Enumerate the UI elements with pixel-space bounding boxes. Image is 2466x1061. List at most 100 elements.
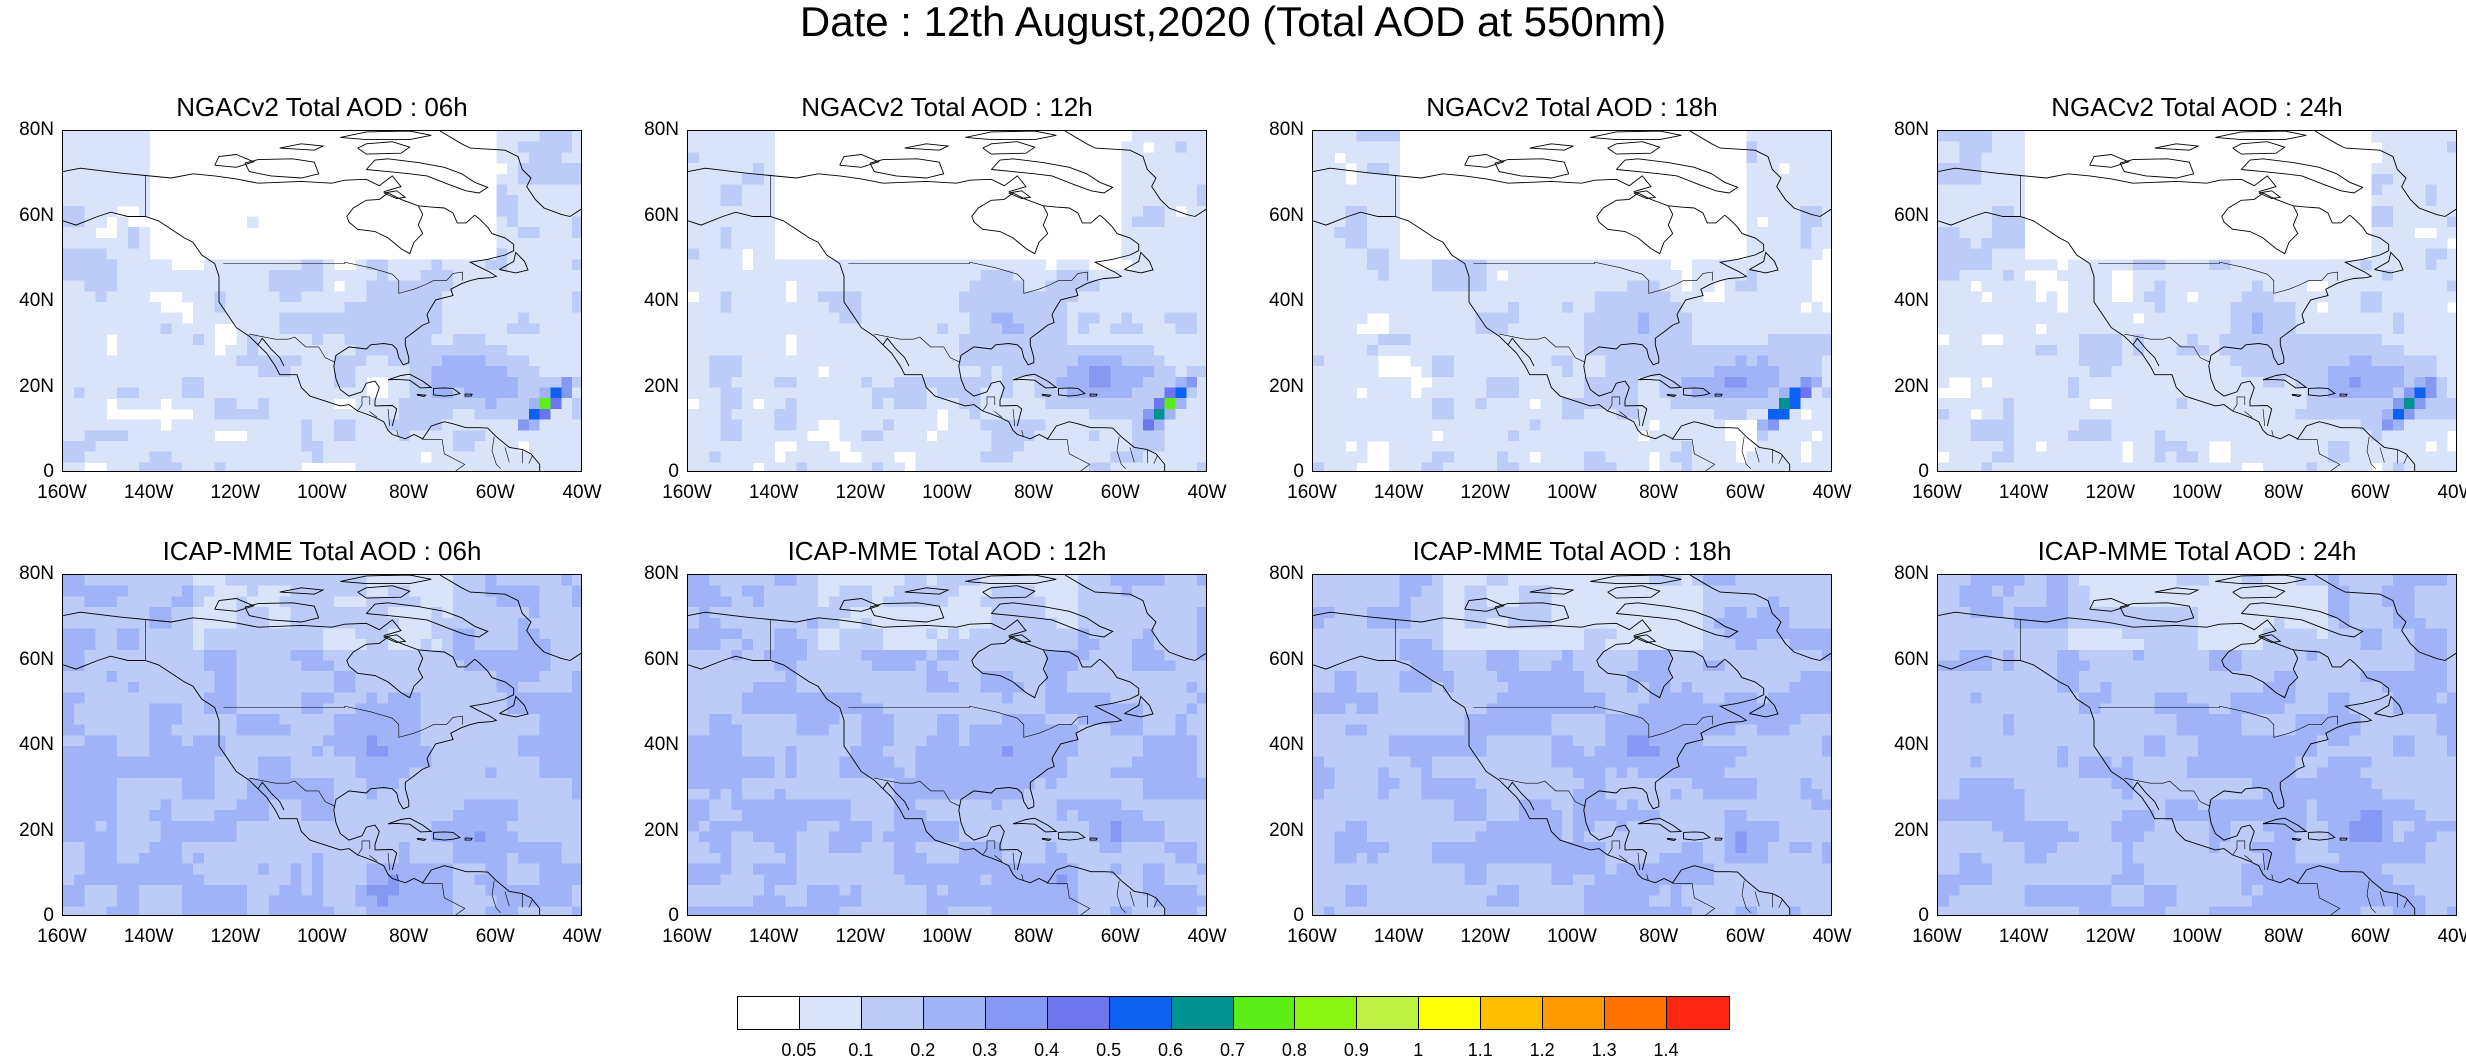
- longitude-tick-label: 40W: [1792, 926, 1872, 948]
- coastline: [2120, 159, 2194, 178]
- longitude-tick-label: 80W: [1619, 482, 1699, 504]
- colorbar-tick-label: 0.1: [831, 1040, 891, 1061]
- map-frame: [687, 130, 1207, 472]
- latitude-tick-label: 20N: [0, 376, 54, 398]
- longitude-tick-label: 60W: [455, 482, 535, 504]
- aod-field-map: [1938, 131, 2457, 472]
- latitude-tick-label: 60N: [619, 649, 679, 671]
- latitude-tick-label: 80N: [1869, 119, 1929, 141]
- map-frame: [1937, 130, 2457, 472]
- aod-field-map: [1313, 575, 1832, 916]
- latitude-tick-label: 40N: [1869, 290, 1929, 312]
- longitude-tick-label: 100W: [1532, 926, 1612, 948]
- longitude-tick-label: 60W: [1705, 482, 1785, 504]
- coastline: [840, 155, 879, 168]
- longitude-tick-label: 80W: [994, 482, 1074, 504]
- coastline: [870, 159, 944, 178]
- longitude-tick-label: 80W: [369, 482, 449, 504]
- aod-grid: [688, 131, 1207, 472]
- longitude-tick-label: 140W: [1359, 482, 1439, 504]
- longitude-tick-label: 160W: [647, 482, 727, 504]
- coastline: [2293, 206, 2349, 223]
- latitude-tick-label: 0: [1244, 461, 1304, 483]
- coastline: [905, 144, 948, 150]
- latitude-tick-label: 20N: [1244, 376, 1304, 398]
- longitude-tick-label: 120W: [195, 926, 275, 948]
- coastline: [1608, 142, 1660, 154]
- coastline: [2259, 191, 2281, 199]
- latitude-tick-label: 20N: [1244, 820, 1304, 842]
- longitude-tick-label: 140W: [1984, 926, 2064, 948]
- longitude-tick-label: 100W: [1532, 482, 1612, 504]
- aod-grid: [63, 575, 582, 916]
- coastline: [1043, 206, 1099, 223]
- aod-grid: [63, 131, 582, 472]
- latitude-tick-label: 0: [0, 905, 54, 927]
- colorbar-swatch: [861, 996, 924, 1030]
- coastline: [983, 142, 1035, 154]
- colorbar-swatch: [1356, 996, 1419, 1030]
- coastline: [245, 159, 319, 178]
- aod-grid: [1938, 575, 2457, 916]
- longitude-tick-label: 120W: [1445, 482, 1525, 504]
- coastline: [2215, 131, 2306, 140]
- map-frame: [1312, 574, 1832, 916]
- colorbar-swatch: [985, 996, 1048, 1030]
- longitude-tick-label: 160W: [1272, 926, 1352, 948]
- colorbar-tick-label: 0.6: [1141, 1040, 1201, 1061]
- latitude-tick-label: 40N: [1244, 290, 1304, 312]
- longitude-tick-label: 100W: [907, 926, 987, 948]
- colorbar-swatch: [1418, 996, 1481, 1030]
- coastline: [1590, 131, 1681, 140]
- panel-title: ICAP-MME Total AOD : 24h: [1937, 536, 2457, 566]
- panel-title: ICAP-MME Total AOD : 18h: [1312, 536, 1832, 566]
- colorbar-swatch: [1047, 996, 1110, 1030]
- coastline: [2222, 193, 2298, 254]
- longitude-tick-label: 160W: [1272, 482, 1352, 504]
- aod-grid: [1938, 131, 2457, 472]
- longitude-tick-label: 60W: [1705, 926, 1785, 948]
- latitude-tick-label: 60N: [0, 649, 54, 671]
- colorbar-swatch: [1666, 996, 1729, 1030]
- latitude-tick-label: 40N: [0, 734, 54, 756]
- coastline: [418, 206, 474, 223]
- colorbar-tick-label: 0.7: [1203, 1040, 1263, 1061]
- longitude-tick-label: 160W: [1897, 926, 1977, 948]
- coastline: [1530, 144, 1573, 150]
- longitude-tick-label: 80W: [2244, 926, 2324, 948]
- aod-field-map: [1938, 575, 2457, 916]
- latitude-tick-label: 60N: [0, 205, 54, 227]
- coastline: [1597, 193, 1673, 254]
- longitude-tick-label: 140W: [734, 482, 814, 504]
- map-frame: [62, 130, 582, 472]
- latitude-tick-label: 40N: [1244, 734, 1304, 756]
- coastline: [215, 155, 254, 168]
- longitude-tick-label: 160W: [1897, 482, 1977, 504]
- latitude-tick-label: 80N: [1869, 563, 1929, 585]
- longitude-tick-label: 60W: [455, 926, 535, 948]
- panel-title: NGACv2 Total AOD : 18h: [1312, 92, 1832, 122]
- latitude-tick-label: 40N: [619, 290, 679, 312]
- longitude-tick-label: 80W: [1619, 926, 1699, 948]
- colorbar-swatch: [737, 996, 800, 1030]
- latitude-tick-label: 0: [0, 461, 54, 483]
- latitude-tick-label: 0: [1244, 905, 1304, 927]
- latitude-tick-label: 20N: [1869, 376, 1929, 398]
- colorbar-tick-label: 0.8: [1264, 1040, 1324, 1061]
- latitude-tick-label: 80N: [619, 563, 679, 585]
- colorbar-tick-label: 0.2: [893, 1040, 953, 1061]
- map-frame: [1312, 130, 1832, 472]
- longitude-tick-label: 160W: [647, 926, 727, 948]
- aod-grid: [1313, 131, 1832, 472]
- longitude-tick-label: 120W: [820, 482, 900, 504]
- longitude-tick-label: 40W: [1167, 482, 1247, 504]
- colorbar-tick-label: 1: [1388, 1040, 1448, 1061]
- colorbar-tick-label: 1.4: [1636, 1040, 1696, 1061]
- latitude-tick-label: 0: [619, 461, 679, 483]
- coastline: [2233, 142, 2285, 154]
- latitude-tick-label: 20N: [619, 376, 679, 398]
- coastline: [280, 144, 323, 150]
- colorbar-tick-label: 1.2: [1512, 1040, 1572, 1061]
